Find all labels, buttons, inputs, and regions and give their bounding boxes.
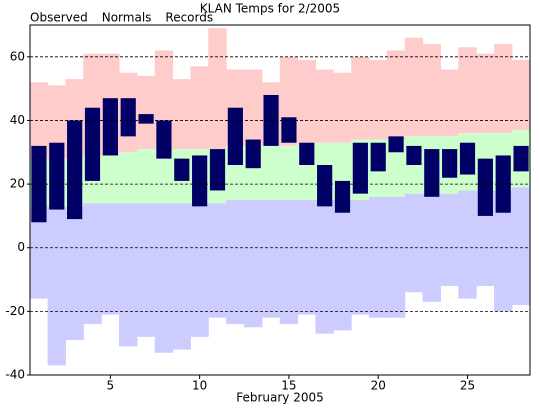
observed-bar: [477, 158, 493, 216]
observed-bar: [281, 117, 297, 143]
observed-bar: [120, 98, 136, 137]
observed-bar: [334, 180, 351, 213]
record-low-band: [440, 193, 459, 286]
record-high-band: [297, 60, 316, 143]
record-low-band: [83, 203, 102, 325]
y-tick-label: 60: [10, 49, 25, 63]
observed-bar: [192, 155, 208, 207]
observed-bar: [245, 139, 261, 169]
record-high-band: [386, 50, 406, 140]
observed-bar: [459, 142, 476, 175]
normal-band: [154, 149, 174, 204]
observed-bar: [370, 142, 386, 172]
x-tick-label: 15: [281, 379, 296, 393]
observed-bar: [442, 149, 458, 178]
record-high-band: [244, 69, 263, 146]
x-tick-label: 10: [192, 379, 207, 393]
observed-bar: [67, 120, 83, 220]
observed-bar: [317, 165, 333, 207]
record-low-band: [315, 200, 334, 334]
record-low-band: [136, 203, 156, 337]
record-low-band: [333, 200, 352, 331]
observed-bar: [174, 158, 190, 181]
record-low-band: [29, 206, 49, 299]
observed-bar: [31, 145, 47, 223]
record-low-band: [172, 203, 191, 350]
record-low-band: [458, 190, 477, 299]
x-tick-label: 25: [460, 379, 475, 393]
record-high-band: [172, 79, 191, 150]
observed-bar: [388, 136, 404, 153]
record-high-band: [351, 56, 370, 140]
record-low-band: [386, 196, 406, 318]
record-high-band: [458, 47, 477, 134]
normal-band: [261, 145, 281, 200]
record-high-band: [404, 37, 424, 137]
normal-band: [101, 155, 120, 204]
observed-bar: [49, 142, 65, 210]
record-low-band: [244, 200, 263, 328]
record-low-band: [494, 190, 513, 312]
y-tick-label: 40: [10, 113, 25, 127]
record-low-band: [511, 187, 531, 305]
normal-band: [386, 139, 406, 197]
y-tick-label: -20: [5, 304, 25, 318]
normal-band: [279, 145, 299, 200]
record-low-band: [190, 203, 209, 337]
record-high-band: [476, 53, 495, 134]
record-low-band: [47, 206, 66, 366]
observed-bar: [138, 114, 154, 124]
observed-bar: [102, 98, 118, 156]
record-high-band: [29, 82, 49, 159]
plot-frame: [29, 24, 531, 376]
record-high-band: [369, 60, 388, 140]
record-high-band: [208, 28, 227, 150]
x-tick-label: 20: [371, 379, 386, 393]
record-high-band: [511, 60, 531, 130]
record-low-band: [119, 203, 138, 347]
record-high-band: [136, 75, 156, 150]
record-high-band: [494, 44, 513, 134]
record-low-band: [261, 200, 281, 318]
record-low-band: [351, 200, 370, 315]
record-high-band: [47, 85, 66, 159]
observed-bar: [209, 149, 226, 191]
record-low-band: [297, 200, 316, 315]
chart-title: KLAN Temps for 2/2005: [200, 2, 340, 16]
observed-bar: [299, 142, 315, 165]
record-low-band: [226, 200, 245, 325]
record-low-band: [279, 200, 299, 325]
record-high-band: [190, 66, 209, 150]
observed-bar: [227, 107, 243, 165]
record-high-band: [422, 44, 441, 137]
normal-band: [119, 152, 138, 204]
observed-bar: [424, 149, 440, 197]
record-low-band: [154, 203, 174, 353]
record-high-band: [315, 69, 334, 143]
legend-label: Observed: [30, 11, 88, 25]
observed-bar: [495, 155, 511, 213]
x-tick-label: 5: [107, 379, 115, 393]
record-low-band: [404, 193, 424, 293]
record-high-band: [440, 69, 459, 137]
y-tick-label: 20: [10, 177, 25, 191]
observed-bar: [156, 120, 172, 159]
record-high-band: [333, 72, 352, 143]
record-low-band: [369, 196, 388, 318]
legend-label: Normals: [102, 11, 152, 25]
record-low-band: [101, 203, 120, 315]
observed-bar: [406, 145, 422, 165]
observed-bar: [352, 142, 368, 194]
normal-band: [136, 149, 156, 204]
record-low-band: [208, 203, 227, 318]
y-tick-label: 0: [17, 240, 25, 254]
observed-bar: [513, 145, 529, 172]
legend-label: Records: [165, 11, 213, 25]
observed-bar: [84, 107, 101, 181]
x-axis-label: February 2005: [236, 391, 324, 405]
y-tick-label: -40: [5, 368, 25, 382]
record-low-band: [65, 206, 84, 340]
